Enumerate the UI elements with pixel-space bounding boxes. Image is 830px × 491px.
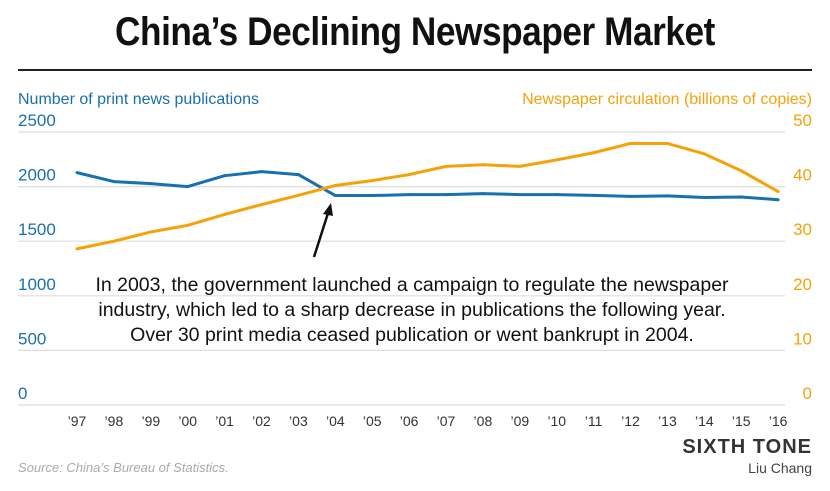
left-tick-label: 0 <box>18 384 27 403</box>
x-tick-label: ’97 <box>68 413 87 429</box>
left-tick-label: 2000 <box>18 166 56 185</box>
right-tick-label: 30 <box>793 220 812 239</box>
data-point <box>481 192 485 196</box>
x-tick-label: ’14 <box>695 413 714 429</box>
data-point <box>186 185 190 189</box>
data-point <box>186 223 190 227</box>
data-point <box>149 182 153 186</box>
data-point <box>555 193 559 197</box>
right-tick-label: 40 <box>793 166 812 185</box>
data-point <box>370 194 374 198</box>
data-point <box>629 141 632 145</box>
left-tick-label: 500 <box>18 329 46 348</box>
data-point <box>739 195 743 199</box>
left-tick-label: 2500 <box>18 111 56 130</box>
data-point <box>702 196 706 200</box>
circulation-line <box>76 141 779 251</box>
x-tick-label: ’11 <box>585 413 603 429</box>
data-point <box>296 173 300 177</box>
x-tick-label: ’06 <box>400 413 419 429</box>
x-tick-label: ’00 <box>178 413 197 429</box>
data-point <box>776 198 780 202</box>
author: Liu Chang <box>748 460 812 476</box>
x-tick-label: ’03 <box>289 413 308 429</box>
x-tick-label: ’99 <box>141 413 160 429</box>
data-point <box>223 174 227 178</box>
x-tick-label: ’98 <box>105 413 124 429</box>
left-tick-label: 1000 <box>18 275 56 294</box>
left-tick-label: 1500 <box>18 220 56 239</box>
data-point <box>223 212 227 216</box>
data-point <box>444 193 448 197</box>
annotation-text: In 2003, the government launched a campa… <box>95 274 729 296</box>
data-point <box>555 158 559 162</box>
data-point <box>407 193 411 197</box>
data-point <box>518 164 522 168</box>
data-point <box>776 190 780 194</box>
data-point <box>592 151 596 155</box>
data-point <box>665 141 669 145</box>
right-tick-label: 50 <box>793 111 812 130</box>
x-tick-label: ’02 <box>252 413 271 429</box>
data-point <box>149 230 153 234</box>
data-point <box>112 239 116 243</box>
data-point <box>407 173 411 177</box>
data-point <box>75 247 79 251</box>
data-point <box>112 180 116 184</box>
data-point <box>665 194 669 198</box>
data-point <box>260 203 263 207</box>
brand-logo: SIXTH TONE <box>682 436 812 458</box>
right-tick-label: 0 <box>803 384 812 403</box>
x-tick-label: ’13 <box>658 413 677 429</box>
title-rule <box>18 69 812 71</box>
annotation-arrow <box>312 209 331 258</box>
x-tick-label: ’15 <box>732 413 751 429</box>
left-axis-label: Number of print news publications <box>18 91 259 108</box>
data-point <box>518 193 522 197</box>
annotation-text: industry, which led to a sharp decrease … <box>98 299 725 321</box>
data-point <box>592 193 596 197</box>
x-tick-label: ’16 <box>769 413 788 429</box>
data-point <box>333 184 337 188</box>
data-point <box>739 169 743 173</box>
chart-title: China’s Declining Newspaper Market <box>115 10 715 54</box>
data-point <box>75 171 79 175</box>
x-tick-label: ’08 <box>474 413 493 429</box>
data-point <box>370 179 374 183</box>
data-point <box>702 152 706 156</box>
x-tick-label: ’07 <box>437 413 456 429</box>
source-note: Source: China’s Bureau of Statistics. <box>18 460 229 475</box>
data-point <box>444 164 448 168</box>
data-point <box>629 194 632 198</box>
x-tick-label: ’09 <box>510 413 529 429</box>
x-tick-label: ’05 <box>363 413 382 429</box>
annotation-arrowhead <box>323 203 333 216</box>
right-tick-label: 20 <box>793 275 812 294</box>
x-tick-label: ’04 <box>326 413 345 429</box>
data-point <box>260 170 263 174</box>
data-point <box>333 194 337 198</box>
right-axis-label: Newspaper circulation (billions of copie… <box>522 91 812 108</box>
x-tick-label: ’10 <box>547 413 566 429</box>
x-tick-label: ’12 <box>621 413 640 429</box>
right-tick-label: 10 <box>793 329 812 348</box>
data-point <box>481 163 485 167</box>
data-point <box>296 193 300 197</box>
publications-line <box>76 170 779 202</box>
annotation-text: Over 30 print media ceased publication o… <box>130 324 694 346</box>
x-tick-label: ’01 <box>215 413 234 429</box>
